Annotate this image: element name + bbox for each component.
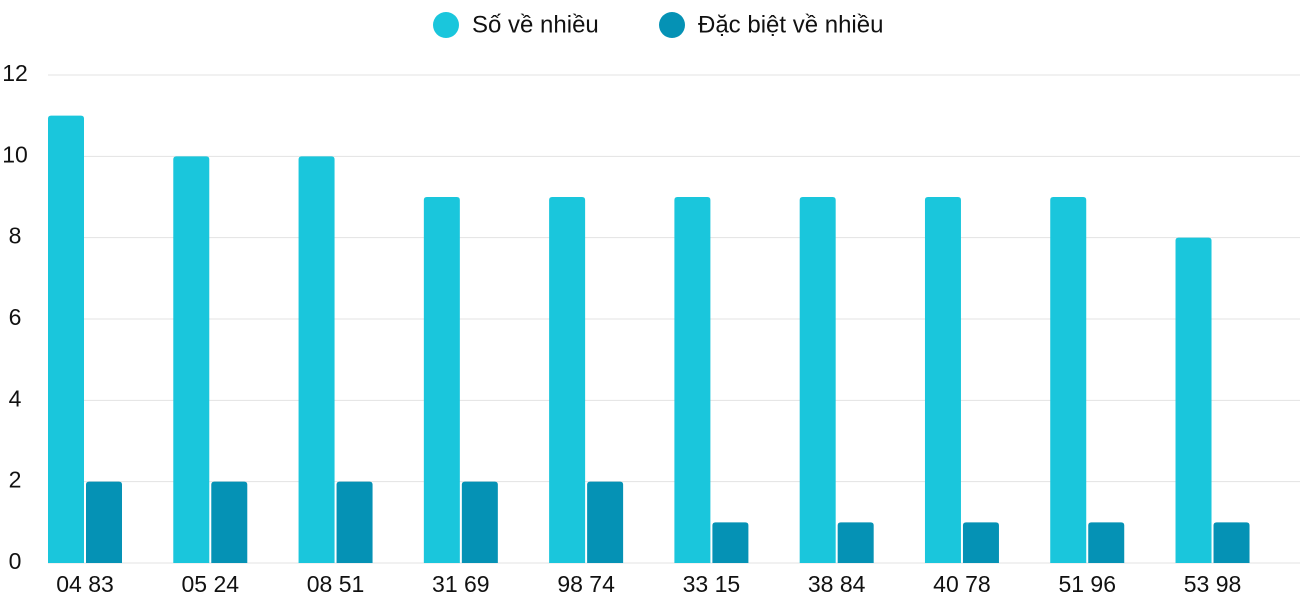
y-tick-label: 4 xyxy=(9,385,22,411)
bar xyxy=(1175,237,1212,563)
x-tick-label: 08 51 xyxy=(307,571,365,597)
bar xyxy=(1088,522,1125,563)
y-tick-label: 12 xyxy=(2,60,28,86)
bar xyxy=(712,522,749,563)
legend-label: Số về nhiều xyxy=(472,11,599,38)
x-tick-label: 04 83 xyxy=(56,571,114,597)
legend-label: Đặc biệt về nhiều xyxy=(698,11,883,38)
x-tick-label: 53 98 xyxy=(1184,571,1242,597)
bar xyxy=(1213,522,1250,563)
legend-marker xyxy=(659,12,685,38)
bar xyxy=(336,481,373,563)
x-tick-label: 51 96 xyxy=(1058,571,1116,597)
y-tick-label: 8 xyxy=(9,223,22,249)
bar xyxy=(211,481,248,563)
x-tick-label: 98 74 xyxy=(557,571,615,597)
y-tick-label: 0 xyxy=(9,548,22,574)
bar xyxy=(587,481,624,563)
x-tick-label: 31 69 xyxy=(432,571,490,597)
x-tick-label: 05 24 xyxy=(181,571,239,597)
x-tick-label: 40 78 xyxy=(933,571,991,597)
bar xyxy=(1050,197,1087,563)
x-tick-label: 33 15 xyxy=(683,571,741,597)
y-tick-label: 10 xyxy=(2,141,28,167)
bar xyxy=(674,197,711,563)
bar xyxy=(549,197,586,563)
bar xyxy=(461,481,498,563)
bar xyxy=(173,156,210,564)
bar xyxy=(86,481,122,563)
legend-marker xyxy=(433,12,459,38)
y-tick-label: 6 xyxy=(9,304,22,330)
bar xyxy=(962,522,999,563)
bar xyxy=(837,522,874,563)
bar xyxy=(298,156,335,564)
bar xyxy=(799,197,836,563)
bar xyxy=(924,197,961,563)
bar xyxy=(48,115,84,564)
y-tick-label: 2 xyxy=(9,467,22,493)
bar xyxy=(423,197,460,563)
x-tick-label: 38 84 xyxy=(808,571,866,597)
